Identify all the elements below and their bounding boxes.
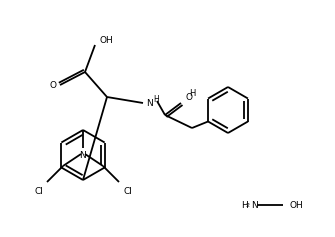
Text: O: O	[49, 81, 56, 90]
Text: N: N	[251, 201, 258, 210]
Text: H: H	[241, 201, 248, 210]
Text: O: O	[185, 94, 192, 102]
Text: H: H	[189, 88, 195, 97]
Text: OH: OH	[290, 201, 304, 210]
Text: Cl: Cl	[123, 187, 132, 196]
Text: N: N	[146, 99, 153, 108]
Text: 2: 2	[246, 203, 250, 208]
Text: N: N	[80, 151, 86, 160]
Text: OH: OH	[99, 36, 113, 45]
Text: Cl: Cl	[34, 187, 43, 196]
Text: H: H	[153, 95, 159, 104]
